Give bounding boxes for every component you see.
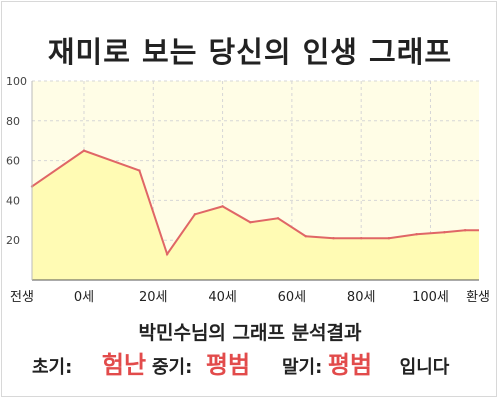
y-tick-label: 100 bbox=[6, 75, 27, 88]
data-point bbox=[165, 252, 169, 256]
data-point bbox=[221, 205, 224, 208]
data-point bbox=[138, 169, 141, 172]
y-tick-label: 80 bbox=[6, 115, 20, 128]
early-label: 초기: bbox=[32, 357, 73, 378]
life-area-fill bbox=[32, 150, 479, 280]
result-suffix: 입니다 bbox=[399, 357, 450, 378]
result-late: 말기: 평범 입니다 bbox=[282, 348, 449, 382]
chart-title: 재미로 보는 당신의 인생 그래프 bbox=[47, 35, 453, 69]
mid-label: 중기: bbox=[152, 357, 193, 378]
data-point bbox=[415, 233, 418, 236]
y-tick-label: 20 bbox=[6, 234, 20, 247]
y-tick-label: 60 bbox=[6, 155, 20, 168]
early-value: 험난 bbox=[101, 351, 147, 379]
data-point bbox=[82, 149, 86, 152]
x-tick-label: 환생 bbox=[466, 290, 490, 305]
x-tick-label: 40세 bbox=[208, 290, 237, 305]
result-mid: 중기: 평범 bbox=[152, 348, 250, 382]
data-point bbox=[463, 229, 467, 232]
late-value: 평범 bbox=[327, 351, 373, 379]
data-point bbox=[304, 235, 307, 238]
x-tick-label: 전생 bbox=[10, 290, 34, 305]
x-tick-label: 0세 bbox=[74, 290, 94, 305]
x-tick-label: 100세 bbox=[412, 290, 449, 305]
data-point bbox=[276, 217, 280, 220]
life-line bbox=[31, 149, 479, 257]
data-point bbox=[359, 237, 363, 240]
x-axis: 전생 0세 20세 40세 60세 80세 100세 환생 bbox=[10, 290, 490, 305]
late-label: 말기: bbox=[282, 357, 323, 378]
x-tick-label: 60세 bbox=[278, 290, 307, 305]
data-point bbox=[332, 237, 335, 240]
mid-value: 평범 bbox=[205, 351, 251, 379]
x-tick-label: 20세 bbox=[139, 290, 168, 305]
result-early: 초기: 험난 bbox=[32, 348, 146, 382]
data-point bbox=[193, 213, 197, 216]
data-point bbox=[249, 221, 252, 224]
data-point bbox=[387, 237, 391, 240]
y-tick-label: 40 bbox=[6, 194, 20, 207]
data-point bbox=[443, 231, 446, 234]
data-points bbox=[30, 149, 467, 256]
x-tick-label: 80세 bbox=[347, 290, 376, 305]
analysis-subtitle: 박민수님의 그래프 분석결과 bbox=[138, 322, 362, 344]
y-axis: 20 40 60 80 100 bbox=[6, 75, 27, 247]
